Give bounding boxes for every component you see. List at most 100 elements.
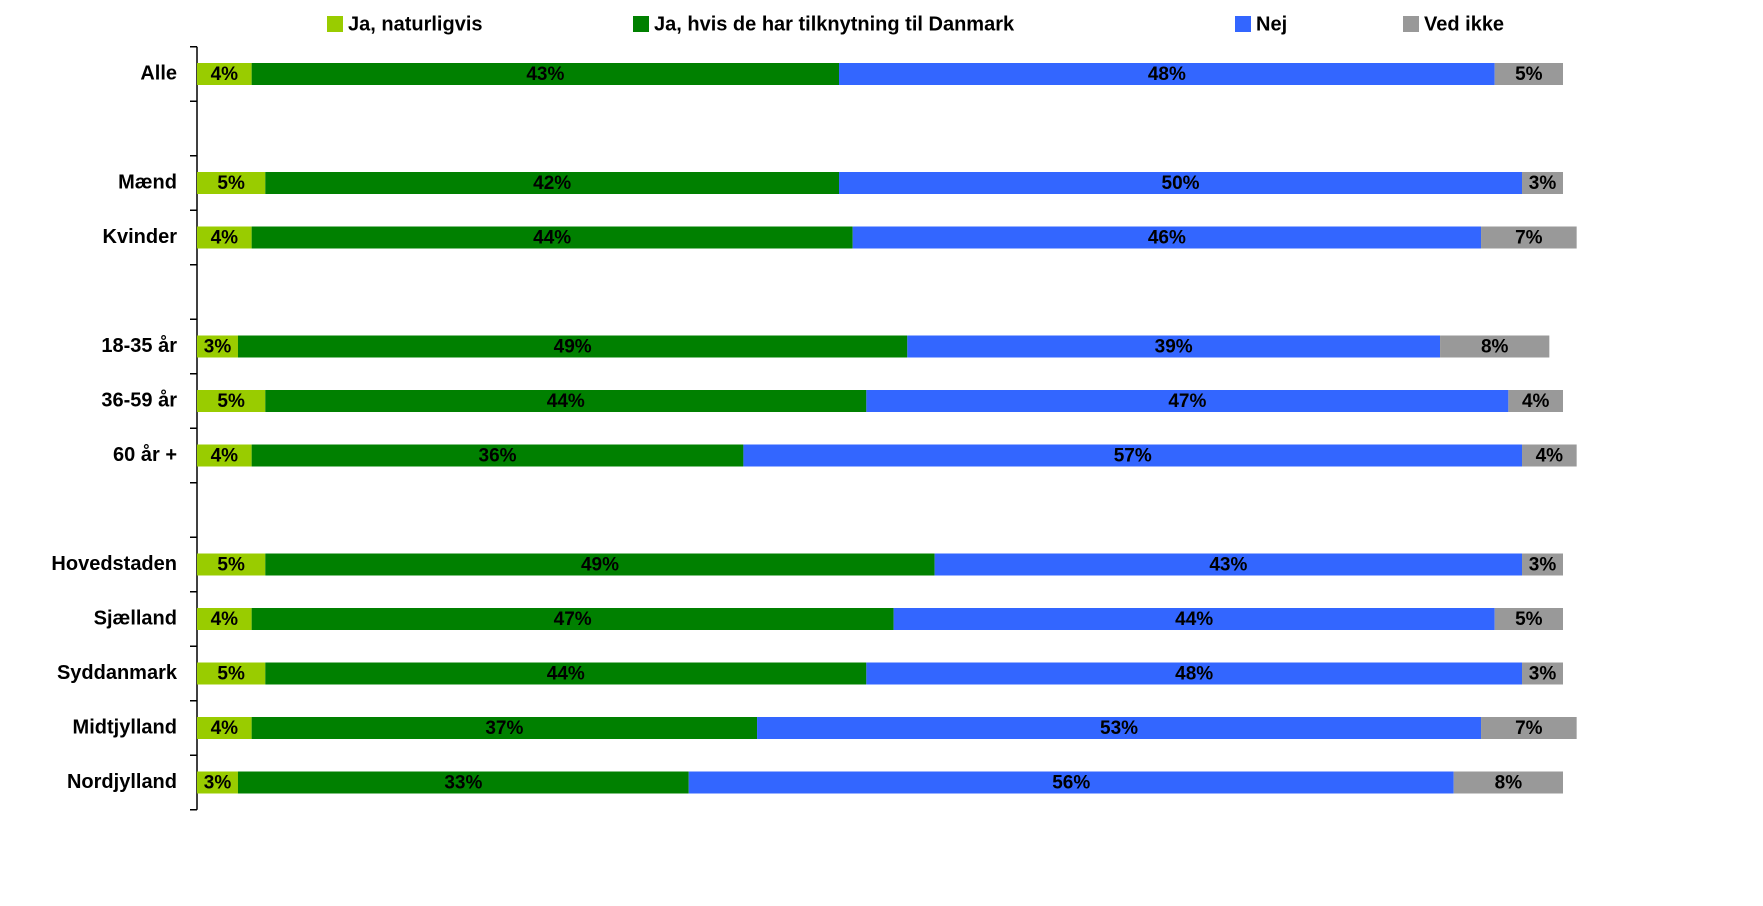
data-label: 5% [217,391,245,412]
data-label: 4% [211,446,239,467]
bar-segment [866,662,1523,685]
bar-segment [251,717,758,739]
bar-segment [251,444,744,467]
data-label: 3% [1529,664,1557,685]
category-label: Syddanmark [57,662,178,684]
data-label: 5% [217,664,245,685]
bar-segment [237,335,908,358]
data-label: 49% [554,337,592,358]
data-label: 4% [211,718,239,739]
category-label: Alle [140,62,177,84]
bar-segment [237,771,689,794]
data-label: 42% [533,173,571,194]
category-label: 60 år + [113,443,177,466]
bar-segment [934,553,1523,576]
data-label: 48% [1175,664,1213,685]
bar-segment [197,608,252,630]
bar-segment [688,771,1454,794]
bar-segment [197,226,252,249]
data-label: 44% [547,391,585,412]
bar-segment [197,63,252,85]
data-label: 47% [1168,391,1206,412]
data-label: 36% [479,446,517,467]
data-label: 5% [217,555,245,576]
data-label: 53% [1100,718,1138,739]
bar-segment [197,771,238,794]
data-label: 3% [1529,555,1557,576]
bar-segment [265,553,935,576]
data-label: 44% [547,664,585,685]
bar-segment [251,226,853,249]
bar-segment [743,444,1523,467]
bar-segment [197,717,252,739]
data-label: 3% [204,337,232,358]
bar-segment [866,390,1509,412]
data-label: 4% [211,64,239,85]
category-label: Kvinder [103,226,178,248]
bar-segment [1481,717,1577,739]
bar-segment [251,608,894,630]
data-label: 48% [1148,64,1186,85]
bar-segment [1522,662,1563,685]
bar-segment [197,335,238,358]
bar-segment [197,390,266,412]
category-label: 18-35 år [101,334,177,357]
legend-label: Ja, hvis de har tilknytning til Danmark [654,13,1015,35]
bar-segment [1522,553,1563,576]
data-label: 47% [554,609,592,630]
data-label: 43% [526,64,564,85]
bar-segment [1440,335,1550,358]
data-label: 5% [1515,64,1543,85]
data-label: 3% [1529,173,1557,194]
bar-segment [197,662,266,685]
bar-segment [265,662,867,685]
data-label: 43% [1209,555,1247,576]
bar-segment [197,172,266,194]
data-label: 46% [1148,228,1186,249]
category-label: Hovedstaden [51,553,177,575]
data-label: 8% [1495,773,1523,794]
bar-segment [852,226,1482,249]
category-label: Sjælland [94,607,177,629]
bar-segment [265,390,867,412]
bar-segment [1494,608,1563,630]
data-label: 44% [1175,609,1213,630]
bar-segment [907,335,1441,358]
legend-label: Ved ikke [1424,13,1504,35]
data-label: 44% [533,228,571,249]
data-label: 4% [211,609,239,630]
data-label: 37% [485,718,523,739]
data-label: 50% [1162,173,1200,194]
bar-segment [839,63,1495,85]
category-label: 36-59 år [101,388,177,411]
data-label: 5% [217,173,245,194]
data-label: 4% [1536,446,1564,467]
data-label: 4% [1522,391,1550,412]
bar-segment [1453,771,1563,794]
bar-segment [197,444,252,467]
category-label: Mænd [118,171,177,193]
bar-segment [1481,226,1577,249]
bar-segment [265,172,840,194]
bar-segment [1522,444,1577,467]
data-label: 7% [1515,718,1543,739]
data-label: 8% [1481,337,1509,358]
data-label: 7% [1515,228,1543,249]
bar-segment [197,553,266,576]
bar-segment [1494,63,1563,85]
legend-swatch [633,16,649,32]
bar-segment [839,172,1523,194]
bar-segment [1522,172,1563,194]
bar-segment [757,717,1482,739]
legend-label: Ja, naturligvis [348,13,483,35]
data-label: 57% [1114,446,1152,467]
data-label: 33% [444,773,482,794]
legend-swatch [1235,16,1251,32]
bar-segment [1508,390,1563,412]
data-label: 49% [581,555,619,576]
bar-segment [251,63,840,85]
data-label: 3% [204,773,232,794]
category-label: Nordjylland [67,771,177,793]
data-label: 56% [1052,773,1090,794]
